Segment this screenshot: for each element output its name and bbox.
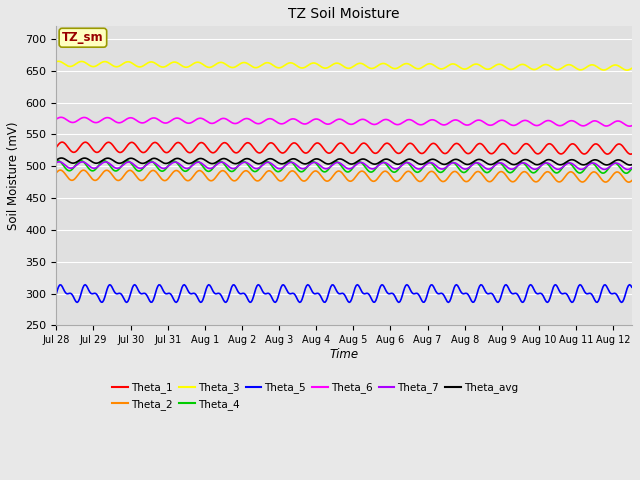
Theta_6 (327, 120, 335, 126)
Theta_2 (327, 176, 335, 182)
Y-axis label: Soil Moisture (mV): Soil Moisture (mV) (7, 121, 20, 230)
Theta_2 (330, 171, 338, 177)
Theta_4 (327, 163, 335, 169)
Theta_3 (396, 64, 404, 70)
Theta_2 (365, 175, 372, 180)
Theta_7 (628, 165, 636, 170)
Line: Theta_4: Theta_4 (56, 160, 632, 173)
Theta_1 (627, 151, 634, 157)
Theta_3 (55, 59, 63, 64)
Theta_1 (615, 141, 623, 147)
Theta_2 (628, 178, 636, 183)
Theta_3 (327, 63, 335, 69)
Theta_5 (527, 282, 534, 288)
Theta_avg (57, 155, 65, 161)
Theta_6 (626, 123, 634, 129)
Theta_1 (330, 146, 338, 152)
Theta_5 (73, 300, 81, 305)
Theta_4 (615, 164, 623, 169)
Theta_6 (628, 123, 636, 129)
Theta_6 (365, 119, 372, 125)
Theta_1 (327, 150, 335, 156)
Theta_6 (396, 121, 404, 127)
Theta_2 (396, 177, 404, 182)
Legend: Theta_1, Theta_2, Theta_3, Theta_4, Theta_5, Theta_6, Theta_7, Theta_avg: Theta_1, Theta_2, Theta_3, Theta_4, Thet… (108, 378, 522, 414)
Theta_6 (525, 119, 533, 125)
Theta_3 (623, 67, 631, 73)
Line: Theta_avg: Theta_avg (56, 158, 632, 165)
Theta_5 (616, 299, 624, 304)
Theta_2 (52, 170, 60, 176)
Theta_7 (52, 160, 60, 166)
Theta_7 (623, 167, 631, 172)
Theta_7 (615, 161, 623, 167)
Theta_5 (366, 293, 374, 299)
Theta_avg (330, 158, 338, 164)
Theta_1 (525, 142, 533, 148)
Theta_7 (525, 163, 533, 169)
Theta_5 (353, 282, 361, 288)
Theta_2 (625, 179, 632, 185)
Theta_2 (525, 172, 533, 178)
Theta_7 (327, 164, 335, 169)
Theta_6 (615, 118, 623, 124)
Title: TZ Soil Moisture: TZ Soil Moisture (289, 7, 400, 21)
Line: Theta_3: Theta_3 (56, 61, 632, 70)
Theta_avg (628, 162, 636, 168)
Theta_avg (615, 157, 623, 163)
Theta_4 (396, 164, 404, 170)
Theta_avg (365, 159, 372, 165)
Theta_4 (330, 159, 338, 165)
Theta_3 (628, 65, 636, 71)
Theta_4 (54, 157, 61, 163)
Theta_1 (52, 144, 60, 150)
Theta_4 (525, 167, 533, 173)
Theta_7 (396, 164, 404, 170)
Theta_3 (525, 65, 533, 71)
Theta_7 (365, 165, 372, 170)
Theta_1 (58, 139, 66, 145)
Theta_2 (56, 167, 63, 173)
Theta_3 (330, 61, 338, 67)
Theta_6 (330, 119, 338, 124)
X-axis label: Time: Time (330, 348, 358, 361)
Theta_avg (396, 161, 404, 167)
Theta_5 (628, 284, 636, 290)
Line: Theta_5: Theta_5 (56, 285, 632, 302)
Theta_4 (622, 170, 630, 176)
Theta_3 (615, 63, 623, 69)
Theta_5 (52, 291, 60, 297)
Theta_4 (628, 166, 636, 171)
Theta_4 (365, 168, 372, 174)
Theta_3 (52, 59, 60, 64)
Theta_7 (55, 159, 63, 165)
Theta_avg (52, 157, 60, 163)
Theta_6 (57, 114, 65, 120)
Line: Theta_7: Theta_7 (56, 162, 632, 169)
Theta_avg (626, 162, 634, 168)
Theta_1 (396, 150, 404, 156)
Theta_6 (52, 116, 60, 122)
Line: Theta_6: Theta_6 (56, 117, 632, 126)
Theta_4 (52, 158, 60, 164)
Line: Theta_2: Theta_2 (56, 170, 632, 182)
Theta_2 (615, 170, 623, 176)
Theta_1 (628, 151, 636, 157)
Theta_7 (330, 161, 338, 167)
Theta_5 (330, 283, 338, 289)
Theta_avg (327, 160, 335, 166)
Line: Theta_1: Theta_1 (56, 142, 632, 154)
Text: TZ_sm: TZ_sm (62, 31, 104, 44)
Theta_5 (327, 284, 335, 289)
Theta_avg (525, 158, 533, 164)
Theta_3 (365, 65, 372, 71)
Theta_1 (365, 144, 372, 150)
Theta_5 (397, 296, 405, 302)
